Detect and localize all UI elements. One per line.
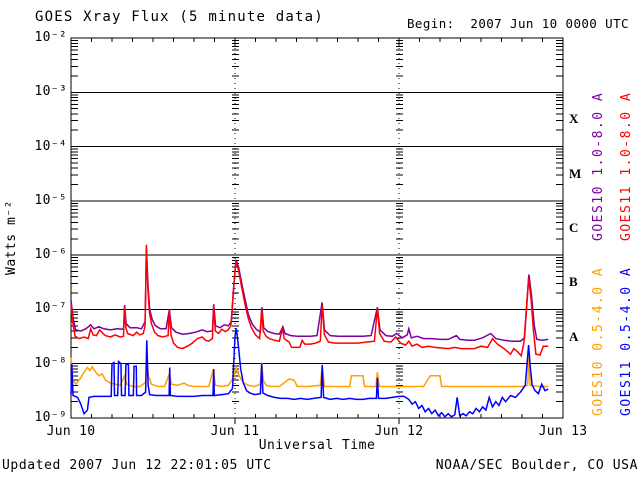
- x-tick-label: Jun 12: [374, 424, 424, 439]
- series-path-goes10-long: [70, 248, 549, 342]
- updated-timestamp: Updated 2007 Jun 12 22:01:05 UTC: [2, 458, 272, 473]
- y-axis-title: Watts m⁻²: [4, 200, 19, 275]
- legend-goes11-long: GOES11 1.0-8.0 A: [619, 91, 634, 241]
- series-path-goes11-short: [70, 328, 549, 418]
- plot-frame: [70, 37, 564, 419]
- y-tick-label: 10⁻⁴: [34, 138, 67, 154]
- y-tick-label: 10⁻⁷: [34, 301, 67, 317]
- legend-goes11-short: GOES11 0.5-4.0 A: [619, 266, 634, 416]
- y-tick-label: 10⁻²: [34, 30, 67, 45]
- y-tick-label: 10⁻⁶: [34, 247, 67, 263]
- series-path-goes10-short: [70, 357, 549, 388]
- y-tick-label: 10⁻⁹: [34, 410, 67, 425]
- x-tick-label: Jun 13: [538, 424, 588, 439]
- begin-timestamp: Begin: 2007 Jun 10 0000 UTC: [407, 16, 629, 31]
- y-tick-label: 10⁻³: [34, 84, 67, 100]
- flare-class-b: B: [569, 274, 578, 290]
- x-tick-label: Jun 10: [46, 424, 96, 439]
- y-tick-label: 10⁻⁵: [34, 192, 67, 208]
- flare-class-x: X: [569, 111, 579, 127]
- legend-goes10-short: GOES10 0.5-4.0 A: [591, 266, 606, 416]
- series-path-goes11-long: [70, 244, 549, 358]
- x-axis-title: Universal Time: [258, 438, 376, 453]
- credit-text: NOAA/SEC Boulder, CO USA: [435, 458, 638, 473]
- y-tick-label: 10⁻⁸: [34, 355, 67, 371]
- x-tick-label: Jun 11: [210, 424, 260, 439]
- chart-title: GOES Xray Flux (5 minute data): [35, 9, 324, 25]
- legend-goes10-long: GOES10 1.0-8.0 A: [591, 91, 606, 241]
- flare-class-m: M: [569, 165, 582, 181]
- flare-class-c: C: [569, 220, 579, 235]
- flare-class-a: A: [569, 328, 579, 344]
